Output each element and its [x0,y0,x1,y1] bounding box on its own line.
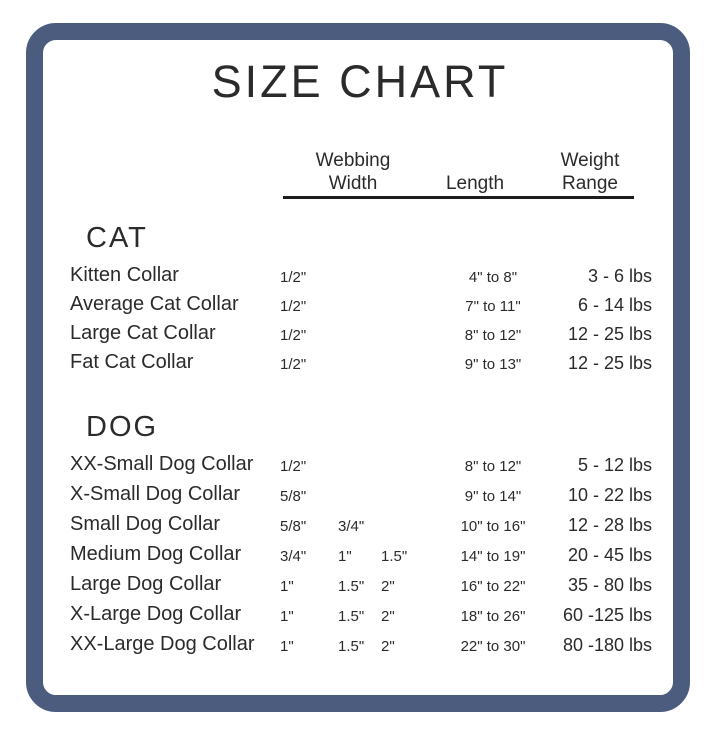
row-label: Large Dog Collar [70,573,222,595]
column-header-webbing-width: Webbing Width [292,149,414,195]
webbing-value-2: 3/4" [338,518,365,535]
webbing-value-1: 5/8" [280,488,307,505]
table-row: Large Cat Collar 1/2" 8" to 12" 12 - 25 … [0,322,720,348]
length-value: 9" to 14" [464,488,522,505]
table-row: X-Large Dog Collar 1" 1.5" 2" 18" to 26"… [0,603,720,629]
webbing-value-1: 5/8" [280,518,307,535]
webbing-value-2: 1.5" [338,638,365,655]
row-label: Kitten Collar [70,264,179,286]
weight-value: 80 -180 lbs [562,635,652,655]
length-value: 16" to 22" [460,578,526,595]
column-header-webbing-line2: Width [328,173,378,194]
length-value: 10" to 16" [460,518,526,535]
webbing-value-3: 2" [381,578,395,595]
webbing-value-3: 1.5" [381,548,408,565]
weight-value: 3 - 6 lbs [587,266,652,286]
webbing-value-2: 1" [338,548,352,565]
table-row: Fat Cat Collar 1/2" 9" to 13" 12 - 25 lb… [0,351,720,377]
webbing-value-2: 1.5" [338,608,365,625]
webbing-value-1: 3/4" [280,548,307,565]
table-row: XX-Large Dog Collar 1" 1.5" 2" 22" to 30… [0,633,720,659]
column-header-weight-line1: Weight [560,150,620,171]
table-row: Average Cat Collar 1/2" 7" to 11" 6 - 14… [0,293,720,319]
table-row: Large Dog Collar 1" 1.5" 2" 16" to 22" 3… [0,573,720,599]
row-label: Large Cat Collar [70,322,216,344]
row-label: Fat Cat Collar [70,351,194,373]
weight-value: 12 - 28 lbs [567,515,652,535]
length-value: 7" to 11" [465,298,521,315]
webbing-value-1: 1/2" [280,298,307,315]
section-title-cat: CAT [86,222,148,254]
webbing-value-1: 1" [280,608,294,625]
webbing-value-1: 1/2" [280,327,307,344]
webbing-value-3: 2" [381,638,395,655]
section-title-dog: DOG [86,411,159,443]
length-value: 14" to 19" [460,548,526,565]
row-label: Small Dog Collar [70,513,221,535]
length-value: 8" to 12" [464,327,522,344]
weight-value: 6 - 14 lbs [577,295,652,315]
table-row: XX-Small Dog Collar 1/2" 8" to 12" 5 - 1… [0,453,720,479]
column-header-weight-range: Weight Range [529,149,651,195]
row-label: X-Small Dog Collar [70,483,241,505]
weight-value: 20 - 45 lbs [567,545,652,565]
webbing-value-1: 1/2" [280,458,307,475]
length-value: 4" to 8" [468,269,518,286]
column-header-weight-line2: Range [562,173,618,194]
webbing-value-1: 1" [280,638,294,655]
chart-frame [26,23,690,712]
weight-value: 12 - 25 lbs [567,353,652,373]
webbing-value-2: 1.5" [338,578,365,595]
row-label: Medium Dog Collar [70,543,242,565]
weight-value: 35 - 80 lbs [567,575,652,595]
length-value: 22" to 30" [460,638,526,655]
row-label: XX-Small Dog Collar [70,453,254,475]
column-header-webbing-line1: Webbing [315,150,391,171]
table-row: Medium Dog Collar 3/4" 1" 1.5" 14" to 19… [0,543,720,569]
length-value: 9" to 13" [464,356,522,373]
row-label: X-Large Dog Collar [70,603,242,625]
length-value: 18" to 26" [460,608,526,625]
webbing-value-1: 1/2" [280,269,307,286]
weight-value: 10 - 22 lbs [567,485,652,505]
column-header-length: Length [445,173,505,194]
length-value: 8" to 12" [464,458,522,475]
table-row: Small Dog Collar 5/8" 3/4" 10" to 16" 12… [0,513,720,539]
table-row: Kitten Collar 1/2" 4" to 8" 3 - 6 lbs [0,264,720,290]
row-label: XX-Large Dog Collar [70,633,255,655]
weight-value: 12 - 25 lbs [567,324,652,344]
webbing-value-1: 1" [280,578,294,595]
header-underline [283,196,634,199]
row-label: Average Cat Collar [70,293,239,315]
table-row: X-Small Dog Collar 5/8" 9" to 14" 10 - 2… [0,483,720,509]
webbing-value-1: 1/2" [280,356,307,373]
weight-value: 5 - 12 lbs [577,455,652,475]
page-title: SIZE CHART [211,56,509,107]
webbing-value-3: 2" [381,608,395,625]
weight-value: 60 -125 lbs [562,605,652,625]
